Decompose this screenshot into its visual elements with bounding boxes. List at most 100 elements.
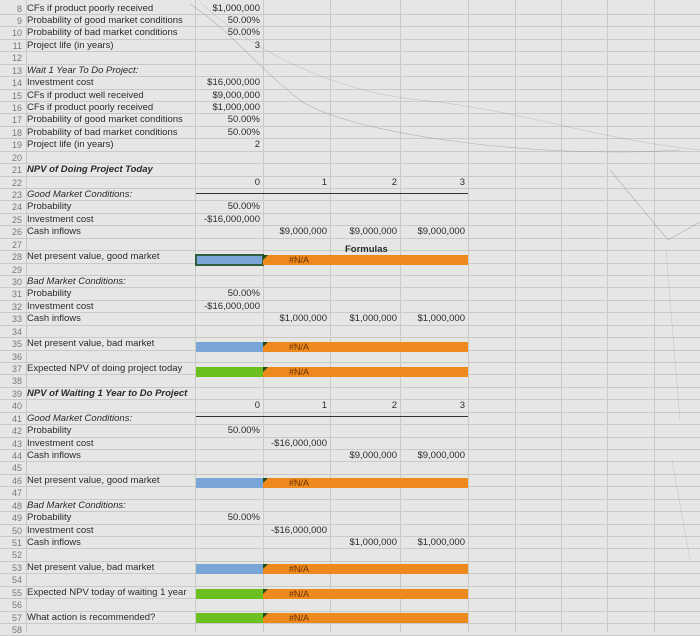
sheet-row[interactable]: 9 Probability of good market conditions 50… (0, 14, 700, 28)
row-label-cell[interactable]: Probability of good market conditions (27, 114, 183, 126)
sheet-row[interactable]: 45 (0, 462, 700, 475)
row-label-cell[interactable]: Bad Market Conditions: (27, 499, 126, 511)
sheet-row[interactable]: 43 Investment cost -$16,000,000 (0, 438, 700, 450)
row-number[interactable]: 38 (11, 376, 22, 387)
row-label-cell[interactable]: Cash inflows (27, 313, 81, 325)
row-number[interactable]: 19 (11, 140, 22, 151)
value-cell[interactable]: $1,000,000 (279, 313, 327, 325)
value-cell[interactable]: -$16,000,000 (204, 213, 260, 225)
recommended-action-formula-cell[interactable]: #N/A (263, 613, 468, 623)
row-label-cell[interactable]: Probability (27, 201, 72, 213)
sheet-row[interactable]: 21 NPV of Doing Project Today (0, 164, 700, 177)
sheet-row[interactable]: 54 (0, 574, 700, 587)
sheet-row[interactable]: 18 Probability of bad market conditions 50… (0, 126, 700, 140)
row-number[interactable]: 17 (11, 115, 22, 126)
row-label-cell[interactable]: NPV of Waiting 1 Year to Do Project (27, 387, 188, 399)
value-cell[interactable]: $1,000,000 (349, 313, 397, 325)
row-label-cell[interactable]: Good Market Conditions: (27, 188, 133, 200)
value-cell[interactable]: 50.00% (227, 14, 260, 26)
sheet-row[interactable]: 11 Project life (in years) 3 (0, 40, 700, 53)
recommended-action-input-cell[interactable] (196, 613, 263, 623)
npv-good-today-input-cell[interactable] (195, 254, 264, 266)
value-cell[interactable]: 3 (459, 400, 465, 412)
sheet-row[interactable]: 17 Probability of good market conditions 5… (0, 114, 700, 127)
npv-good-today-formula-cell[interactable]: #N/A (263, 255, 468, 265)
row-number[interactable]: 55 (11, 587, 22, 598)
value-cell[interactable]: $1,000,000 (349, 536, 397, 548)
value-cell[interactable]: 50.00% (227, 201, 260, 213)
sheet-row[interactable]: 38 (0, 375, 700, 388)
row-number[interactable]: 13 (11, 65, 22, 76)
row-number[interactable]: 9 (16, 15, 22, 26)
value-cell[interactable]: $9,000,000 (349, 449, 397, 461)
value-cell[interactable]: 3 (459, 176, 465, 188)
value-cell[interactable]: 2 (391, 400, 397, 412)
row-label-cell[interactable]: Probability (27, 425, 72, 437)
row-label-cell[interactable]: Investment cost (27, 437, 94, 449)
row-label-cell[interactable]: Bad Market Conditions: (27, 275, 126, 287)
sheet-row[interactable]: 29 (0, 264, 700, 276)
row-number[interactable]: 33 (11, 314, 22, 325)
row-number[interactable]: 29 (11, 264, 22, 275)
npv-bad-wait-formula-cell[interactable]: #N/A (263, 564, 468, 574)
value-cell[interactable]: 1 (321, 176, 327, 188)
row-number[interactable]: 57 (11, 612, 22, 623)
sheet-row[interactable]: 30 Bad Market Conditions: (0, 275, 700, 289)
value-cell[interactable]: $1,000,000 (212, 2, 260, 14)
value-cell[interactable]: 2 (391, 176, 397, 188)
value-cell[interactable]: -$16,000,000 (271, 437, 327, 449)
row-number[interactable]: 25 (11, 214, 22, 225)
sheet-row[interactable]: 25 Investment cost -$16,000,000 (0, 213, 700, 227)
row-number[interactable]: 16 (11, 102, 22, 113)
row-label-cell[interactable]: Project life (in years) (27, 139, 114, 151)
row-label-cell[interactable]: CFs if product poorly received (27, 101, 154, 113)
row-number[interactable]: 30 (11, 276, 22, 287)
row-number[interactable]: 39 (11, 388, 22, 399)
row-number[interactable]: 45 (11, 463, 22, 474)
sheet-row[interactable]: 34 (0, 326, 700, 339)
row-label-cell[interactable]: Investment cost (27, 77, 94, 89)
sheet-row[interactable]: 47 (0, 487, 700, 500)
row-number[interactable]: 51 (11, 537, 22, 548)
value-cell[interactable]: $9,000,000 (212, 89, 260, 101)
sheet-row[interactable]: 31 Probability 50.00% (0, 288, 700, 301)
row-number[interactable]: 22 (11, 177, 22, 188)
row-number[interactable]: 41 (11, 413, 22, 424)
row-number[interactable]: 44 (11, 450, 22, 461)
sheet-row[interactable]: 12 (0, 52, 700, 65)
row-number[interactable]: 46 (11, 475, 22, 486)
sheet-row[interactable]: 16 CFs if product poorly received $1,000,0… (0, 101, 700, 115)
sheet-row[interactable]: 48 Bad Market Conditions: (0, 499, 700, 513)
row-number[interactable]: 28 (11, 252, 22, 263)
value-cell[interactable]: $16,000,000 (207, 77, 260, 89)
sheet-row[interactable]: 10 Probability of bad market conditions 50… (0, 27, 700, 40)
sheet-row[interactable]: 19 Project life (in years) 2 (0, 139, 700, 152)
row-label-cell[interactable]: Investment cost (27, 213, 94, 225)
expected-npv-wait-formula-cell[interactable]: #N/A (263, 589, 468, 599)
row-number[interactable]: 32 (11, 301, 22, 312)
value-cell[interactable]: $9,000,000 (417, 449, 465, 461)
row-number[interactable]: 15 (11, 90, 22, 101)
sheet-row[interactable]: 26 Cash inflows $9,000,000 $9,000,000 $9,000… (0, 226, 700, 239)
row-label-cell[interactable]: Cash inflows (27, 226, 81, 238)
row-number[interactable]: 53 (11, 562, 22, 573)
row-number[interactable]: 56 (11, 600, 22, 611)
value-cell[interactable]: 50.00% (227, 126, 260, 138)
sheet-row[interactable]: 49 Probability 50.00% (0, 512, 700, 525)
sheet-row[interactable]: 52 (0, 549, 700, 562)
npv-bad-today-input-cell[interactable] (196, 342, 263, 352)
row-number[interactable]: 40 (11, 401, 22, 412)
expected-npv-wait-input-cell[interactable] (196, 589, 263, 599)
row-label-cell[interactable]: Net present value, good market (27, 251, 160, 263)
row-number[interactable]: 12 (11, 53, 22, 64)
row-number[interactable]: 54 (11, 575, 22, 586)
row-label-cell[interactable]: CFs if product poorly received (27, 2, 154, 14)
value-cell[interactable]: 50.00% (227, 27, 260, 39)
sheet-row[interactable]: 22 0 1 2 3 (0, 177, 700, 189)
sheet-row[interactable]: 42 Probability 50.00% (0, 425, 700, 438)
row-label-cell[interactable]: Expected NPV today of waiting 1 year (27, 586, 187, 598)
sheet-row[interactable]: 27 (0, 239, 700, 252)
sheet-row[interactable]: 33 Cash inflows $1,000,000 $1,000,000 $1,000… (0, 313, 700, 326)
value-cell[interactable]: $1,000,000 (417, 313, 465, 325)
